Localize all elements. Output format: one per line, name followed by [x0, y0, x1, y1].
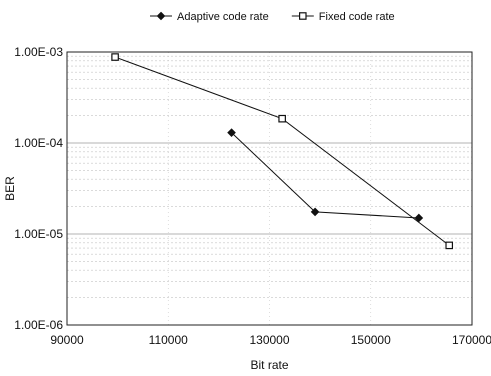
legend: Adaptive code rate Fixed code rate: [150, 11, 395, 23]
y-axis-title: BER: [3, 176, 17, 201]
x-tick-label: 90000: [50, 333, 84, 347]
plot-frame: [66, 51, 473, 326]
y-tick-label: 1.00E-04: [14, 136, 63, 150]
data-point-square: [278, 114, 286, 123]
x-tick-label: 110000: [149, 333, 188, 347]
data-point-square: [445, 241, 454, 250]
legend-item: Adaptive code rate: [150, 11, 269, 23]
y-tick-label: 1.00E-06: [14, 318, 63, 332]
legend-item: Fixed code rate: [291, 11, 395, 23]
legend-label: Fixed code rate: [319, 11, 395, 23]
data-point-diamond: [414, 213, 424, 223]
series-fixed-code-rate: [111, 53, 454, 250]
data-point-diamond: [156, 11, 166, 21]
data-point-diamond: [310, 207, 320, 217]
x-tick-label: 150000: [351, 333, 391, 347]
data-point-diamond: [227, 128, 236, 137]
data-point-square: [299, 12, 307, 20]
series-group: [111, 53, 454, 250]
x-tick-label: 170000: [452, 333, 491, 347]
y-tick-label: 1.00E-05: [14, 227, 63, 241]
series-adaptive-code-rate: [227, 128, 424, 223]
x-tick-label: 130000: [249, 333, 289, 347]
series-line: [231, 132, 419, 219]
x-tick-labels: 90000 110000 130000 150000 170000: [50, 333, 491, 347]
x-axis-title: Bit rate: [250, 358, 288, 372]
y-tick-label: 1.00E-03: [14, 45, 63, 59]
grid: [67, 51, 472, 326]
legend-label: Adaptive code rate: [177, 11, 269, 23]
y-tick-labels: 1.00E-06 1.00E-05 1.00E-04 1.00E-03: [14, 45, 63, 332]
data-point-square: [111, 53, 119, 61]
